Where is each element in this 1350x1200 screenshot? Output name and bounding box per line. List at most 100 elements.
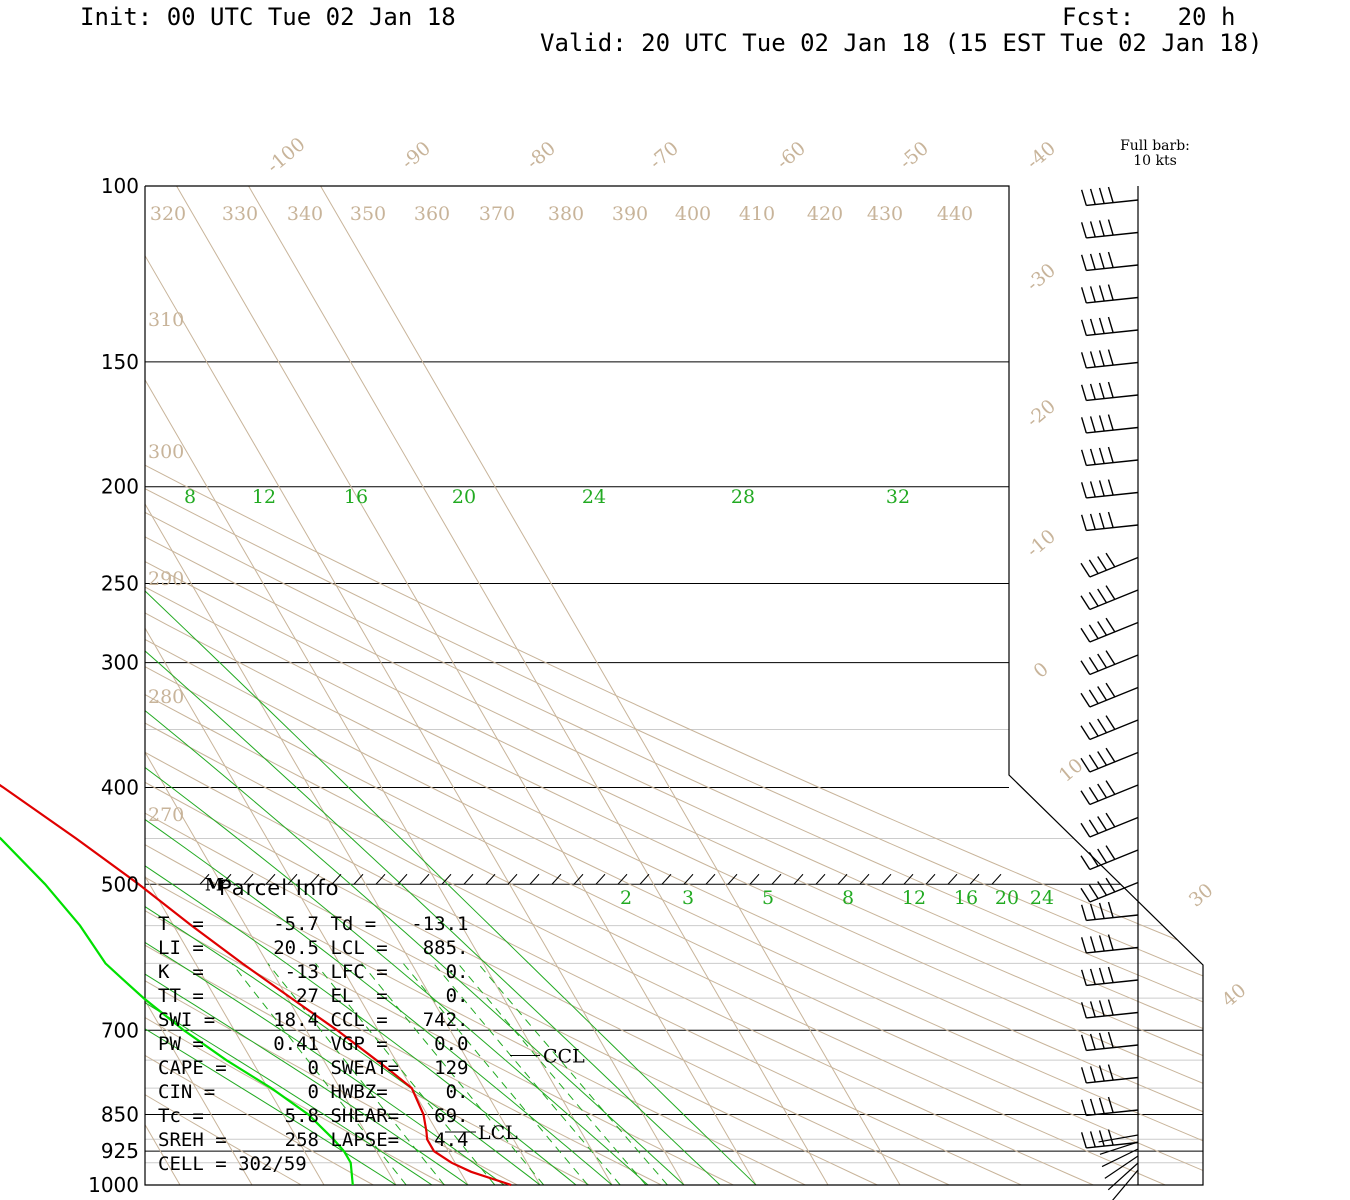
wind-barb-feather	[1097, 881, 1108, 896]
wind-barb-feather	[1107, 414, 1114, 431]
wind-barb-feather	[1089, 286, 1096, 303]
wind-barb-feather	[1107, 999, 1114, 1016]
parcel-info-cell: CCL =	[319, 1009, 388, 1031]
theta-label: 330	[222, 203, 258, 225]
wind-barb-feather	[1080, 417, 1087, 434]
wind-barb-feather	[1088, 722, 1099, 737]
wind-barb-feather	[1080, 692, 1091, 708]
background-grid	[145, 186, 1203, 1185]
parcel-info-cell: 742.	[422, 1009, 469, 1031]
parcel-info-cell: LAPSE=	[319, 1129, 400, 1151]
wind-barb-feather	[1107, 1064, 1114, 1081]
dry-adiabat-line	[145, 186, 374, 1185]
parcel-info-row: CELL = 302/59	[158, 1152, 469, 1176]
level-500-hatch	[991, 873, 1002, 885]
wind-barb-feather	[1080, 384, 1087, 401]
level-500-hatch	[771, 873, 782, 885]
wind-barb	[1101, 1148, 1139, 1168]
wind-barb-feather	[1098, 382, 1105, 399]
wind-barb-shaft	[1089, 751, 1139, 773]
wind-barb-feather	[1107, 284, 1114, 301]
parcel-info-cell: 0	[307, 1081, 319, 1103]
wind-barb	[1080, 186, 1139, 207]
wind-barb	[1080, 552, 1139, 578]
wind-barb-feather	[1105, 617, 1116, 633]
level-marker: M	[205, 875, 224, 895]
mixing-ratio-line	[457, 963, 647, 1185]
grid-labels: 1001502002503004005007008509251000CCLLCL…	[88, 133, 1250, 1197]
wind-barb	[1080, 219, 1139, 239]
isotherm-label: -80	[522, 137, 560, 174]
wind-barb-feather	[1105, 812, 1116, 828]
wind-barb-feather	[1098, 317, 1105, 334]
pressure-tick-label: 400	[101, 775, 139, 799]
level-500-hatch	[265, 873, 276, 885]
wind-barb-feather	[1089, 1131, 1096, 1148]
pressure-tick-label: 250	[101, 572, 139, 596]
wind-barb	[1080, 966, 1139, 987]
isotherm-line	[248, 186, 829, 1185]
wind-barb	[1080, 414, 1139, 434]
wind-barb-feather	[1089, 968, 1096, 985]
wind-barb-shaft	[1099, 1141, 1139, 1155]
wind-barb-feather	[1098, 415, 1105, 432]
wind-barb-feather	[1089, 1098, 1096, 1115]
wind-barb-feather	[1098, 1130, 1105, 1147]
wind-barb-feather	[1088, 787, 1099, 802]
wind-barb-feather	[1107, 446, 1114, 463]
parcel-info-cell: SREH =	[158, 1129, 227, 1151]
theta-label: 310	[148, 309, 184, 331]
wind-barb-feather	[1107, 511, 1114, 528]
wind-barb-feather	[1105, 682, 1116, 698]
pressure-tick-label: 925	[101, 1139, 139, 1163]
pressure-tick-label: 300	[101, 651, 139, 675]
wind-barb-shaft	[1089, 654, 1139, 676]
level-500-hatch	[331, 873, 342, 885]
level-500-hatch	[529, 873, 540, 885]
parcel-info-cell: -13.1	[411, 913, 469, 935]
pressure-tick-label: 200	[101, 475, 139, 499]
wind-barb-feather	[1105, 780, 1116, 795]
parcel-info-cell: Td =	[319, 913, 377, 935]
wind-barb-feather	[1097, 718, 1108, 734]
wind-barb-shaft	[1089, 621, 1139, 643]
mixing-ratio-label: 12	[902, 887, 926, 909]
wind-barb-feather	[1089, 903, 1096, 920]
parcel-info-cell: LFC =	[319, 961, 388, 983]
isotherm-line	[145, 186, 397, 1185]
wind-barb	[1098, 1134, 1139, 1143]
wind-barb-shaft	[1089, 719, 1139, 741]
mixing-ratio-line	[402, 963, 589, 1185]
parcel-info-cell: LI =	[158, 937, 204, 959]
temperature-line	[0, 783, 512, 1187]
parcel-info-row: SWI = 18.4 CCL = 742.	[158, 1008, 469, 1032]
wind-barb-feather	[1088, 754, 1099, 769]
wind-barb-shaft	[1089, 849, 1139, 871]
theta-label: 290	[148, 568, 184, 590]
theta-label: 370	[479, 203, 515, 225]
dry-adiabat-line	[145, 186, 950, 1185]
level-500-hatch	[639, 873, 650, 885]
wind-barb-feather	[1080, 887, 1091, 903]
wind-barb-feather	[1080, 757, 1091, 773]
wind-barb-feather	[1080, 319, 1087, 336]
wind-barb-feather	[1107, 316, 1114, 333]
theta-label: 410	[739, 203, 775, 225]
isotherm-label: 0	[1029, 658, 1052, 683]
moist-adiabat-line	[145, 486, 685, 1185]
wind-barb-shaft	[1107, 1162, 1139, 1191]
wind-barb-legend-line2: 10 kts	[1133, 153, 1177, 169]
valid-time: Valid: 20 UTC Tue 02 Jan 18 (15 EST Tue …	[540, 29, 1263, 57]
theta-label: 270	[148, 804, 184, 826]
wind-barb	[1080, 715, 1139, 741]
level-500-hatch	[463, 873, 474, 885]
isotherm-label: 40	[1218, 979, 1251, 1011]
wind-barb-feather	[1107, 479, 1114, 496]
wind-barb	[1080, 812, 1139, 838]
parcel-info-row: PW = 0.41 VGP = 0.0	[158, 1032, 469, 1056]
wind-barb	[1080, 780, 1139, 806]
dry-adiabat-line	[145, 186, 1203, 1185]
wind-barb-feather	[1080, 562, 1091, 578]
dry-adiabat-line	[145, 186, 1203, 1185]
